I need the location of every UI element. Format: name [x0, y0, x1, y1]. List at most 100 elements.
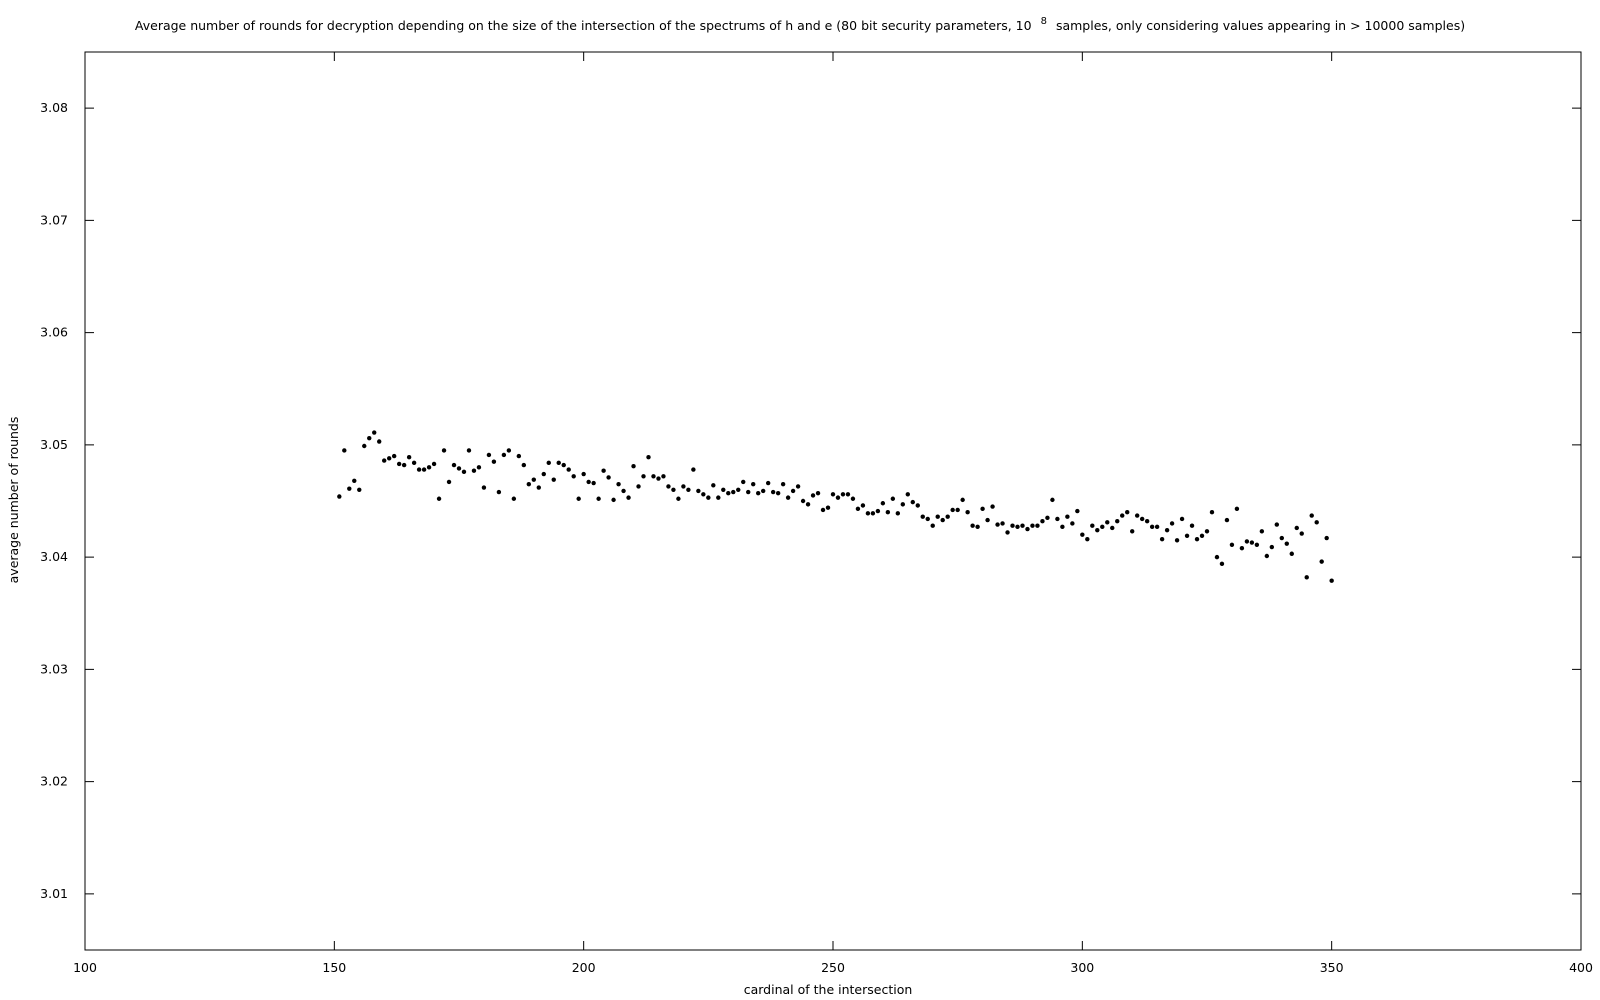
data-point	[905, 492, 910, 497]
data-point	[541, 471, 546, 477]
data-point	[920, 514, 925, 519]
data-point	[1085, 536, 1090, 542]
data-point	[895, 511, 901, 516]
data-point	[1314, 520, 1319, 525]
data-point	[406, 455, 412, 460]
data-point	[805, 502, 811, 507]
data-point	[496, 489, 502, 495]
data-point	[875, 508, 881, 514]
data-point	[915, 503, 920, 508]
y-tick-label: 3.05	[40, 437, 68, 452]
data-point	[1005, 530, 1010, 535]
data-point	[760, 488, 766, 494]
data-point	[965, 510, 970, 515]
data-point	[900, 502, 906, 507]
y-axis-label: average number of rounds	[6, 417, 21, 584]
data-point	[810, 493, 816, 498]
data-points-layer	[337, 430, 1334, 583]
data-point	[726, 490, 731, 496]
chart-title: Average number of rounds for decryption …	[135, 12, 1465, 33]
data-point	[1179, 516, 1185, 522]
data-point	[441, 448, 447, 453]
data-point	[1299, 531, 1304, 536]
data-point	[1239, 545, 1245, 551]
data-point	[1134, 513, 1140, 518]
y-tick-label: 3.04	[40, 549, 68, 564]
y-tick-label: 3.03	[40, 661, 68, 676]
data-point	[1274, 522, 1280, 527]
data-point	[1125, 510, 1130, 515]
data-point	[1319, 559, 1324, 564]
data-point	[960, 497, 965, 503]
data-point	[706, 495, 711, 500]
data-point	[711, 483, 716, 488]
data-point	[950, 507, 955, 513]
data-point	[795, 484, 801, 489]
data-point	[431, 461, 437, 467]
data-point	[666, 484, 671, 489]
x-ticks-layer: 100 150 200 250 300 350 400	[73, 52, 1593, 975]
data-point	[880, 501, 886, 506]
data-point	[386, 456, 392, 461]
data-point	[1130, 529, 1135, 534]
data-point	[571, 474, 576, 479]
data-point	[646, 455, 651, 460]
data-point	[865, 511, 871, 516]
data-point	[990, 504, 995, 509]
data-point	[756, 490, 761, 496]
data-point	[1115, 519, 1120, 524]
data-point	[416, 467, 422, 472]
data-point	[1224, 517, 1230, 523]
data-point	[1284, 541, 1289, 546]
data-point	[940, 517, 945, 523]
data-point	[1154, 524, 1160, 530]
data-point	[1189, 523, 1195, 528]
data-point	[1169, 521, 1175, 526]
data-point	[1015, 524, 1020, 530]
data-point	[342, 448, 347, 453]
data-point	[765, 480, 771, 486]
data-point	[1010, 523, 1015, 528]
data-point	[401, 462, 407, 468]
data-point	[860, 503, 866, 508]
y-tick-label: 3.06	[40, 325, 68, 340]
data-point	[556, 460, 561, 466]
data-point	[1209, 510, 1215, 515]
data-point	[696, 488, 701, 494]
data-point	[1234, 506, 1240, 512]
data-point	[1139, 516, 1145, 522]
data-point	[840, 492, 846, 497]
x-axis-label: cardinal of the intersection	[744, 982, 913, 997]
data-point	[546, 460, 551, 466]
data-point	[506, 448, 512, 453]
data-point	[451, 462, 457, 468]
data-point	[1264, 553, 1270, 559]
data-point	[751, 481, 756, 487]
data-point	[1030, 523, 1035, 528]
y-tick-label: 3.07	[40, 212, 68, 227]
chart-title-suffix: samples, only considering values appeari…	[1056, 18, 1465, 33]
data-point	[651, 474, 656, 479]
x-tick-label: 250	[821, 960, 845, 975]
data-point	[830, 492, 836, 497]
data-point	[337, 494, 342, 499]
data-point	[561, 462, 566, 468]
data-point	[855, 506, 861, 512]
data-point	[1065, 514, 1070, 519]
data-point	[511, 496, 517, 501]
data-point	[576, 496, 581, 501]
x-tick-label: 150	[322, 960, 346, 975]
data-point	[1279, 535, 1285, 541]
data-point	[362, 443, 367, 449]
data-point	[641, 474, 646, 479]
data-point	[985, 517, 990, 523]
x-tick-label: 100	[73, 960, 97, 975]
data-point	[1075, 508, 1080, 514]
data-point	[850, 496, 856, 501]
data-point	[377, 439, 382, 444]
data-point	[1040, 519, 1045, 524]
data-point	[461, 469, 467, 475]
chart-title-main: Average number of rounds for decryption …	[135, 18, 1032, 33]
